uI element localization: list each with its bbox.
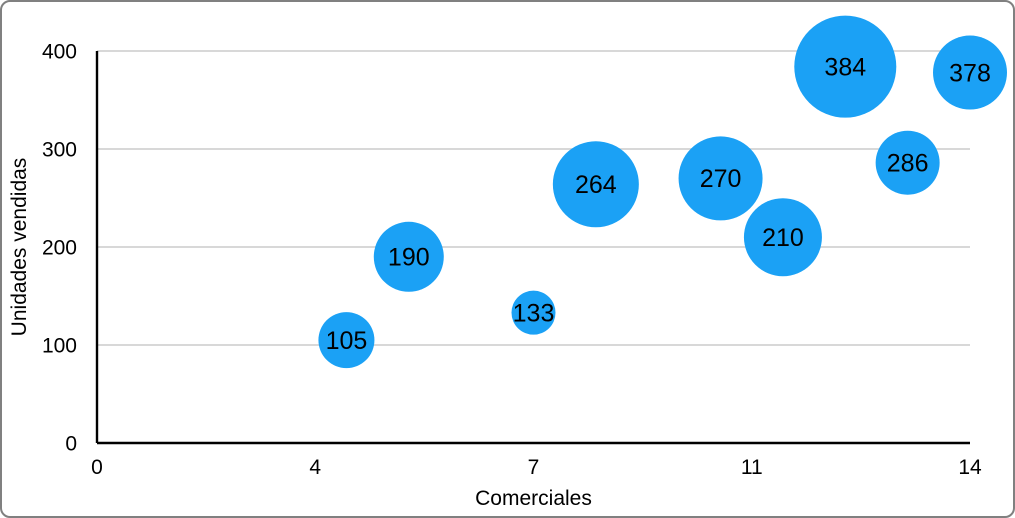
bubble-point[interactable]: 384 xyxy=(794,15,897,118)
bubble-circle[interactable] xyxy=(875,130,940,195)
bubble-point[interactable]: 378 xyxy=(933,35,1007,110)
bubble-circle[interactable] xyxy=(933,35,1007,110)
y-axis-tick-label: 100 xyxy=(42,335,77,358)
x-axis-tick-label: 7 xyxy=(528,456,540,479)
y-axis-title: Unidades vendidas xyxy=(8,158,31,337)
bubble-point[interactable]: 133 xyxy=(511,290,556,335)
y-axis-tick-label: 300 xyxy=(42,139,77,162)
bubble-point[interactable]: 105 xyxy=(318,312,375,369)
x-axis-title: Comerciales xyxy=(475,487,592,510)
x-axis-tick-label: 14 xyxy=(958,456,982,479)
x-axis-tick-label: 0 xyxy=(91,456,103,479)
bubble-circle[interactable] xyxy=(678,136,763,221)
bubble-value-label: 190 xyxy=(388,244,430,272)
bubbles-group: 105 190 133 264 270 210 384 286 378 xyxy=(318,15,1007,369)
y-tick-labels-group: 0 100 200 300 400 xyxy=(42,41,77,456)
x-tick-labels-group: 0 4 7 11 14 xyxy=(91,456,982,479)
y-axis-tick-label: 0 xyxy=(65,433,77,456)
bubble-circle[interactable] xyxy=(318,312,375,369)
bubble-point[interactable]: 264 xyxy=(552,141,639,228)
y-axis-tick-label: 400 xyxy=(42,41,77,64)
bubble-point[interactable]: 190 xyxy=(373,221,444,292)
bubble-circle[interactable] xyxy=(794,15,897,118)
bubble-value-label: 270 xyxy=(700,165,742,193)
bubble-value-label: 264 xyxy=(575,171,617,199)
bubble-circle[interactable] xyxy=(743,198,822,277)
bubble-circle[interactable] xyxy=(552,141,639,228)
x-axis-tick-label: 11 xyxy=(741,456,763,479)
bubble-point[interactable]: 270 xyxy=(678,136,763,221)
bubble-value-label: 286 xyxy=(887,149,929,177)
bubble-value-label: 105 xyxy=(326,327,368,355)
bubble-value-label: 210 xyxy=(762,224,804,252)
bubble-value-label: 378 xyxy=(949,59,991,87)
bubble-circle[interactable] xyxy=(373,221,444,292)
y-axis-tick-label: 200 xyxy=(42,237,77,260)
bubble-circle[interactable] xyxy=(511,290,556,335)
bubble-value-label: 384 xyxy=(824,53,866,81)
x-axis-tick-label: 4 xyxy=(309,456,321,479)
axes-group xyxy=(95,51,970,445)
bubble-value-label: 133 xyxy=(513,299,555,327)
bubble-point[interactable]: 210 xyxy=(743,198,822,277)
bubble-point[interactable]: 286 xyxy=(875,130,940,195)
